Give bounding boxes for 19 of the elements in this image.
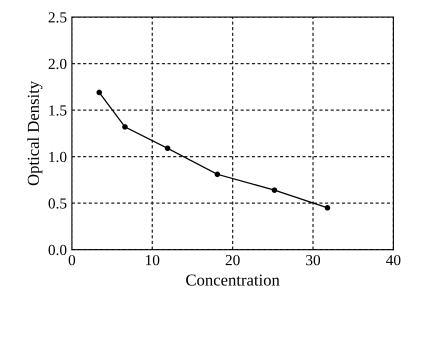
y-tick-label: 0.5 (48, 198, 66, 209)
point (214, 172, 220, 178)
point (272, 187, 278, 193)
point (122, 124, 128, 130)
point (164, 145, 170, 152)
y-tick-label: 0.0 (48, 244, 66, 256)
x-tick-label: 0 (68, 254, 76, 266)
x-tick-label: 20 (226, 254, 240, 266)
point (324, 205, 330, 211)
x-tick-label: 10 (146, 254, 160, 266)
y-tick-label: 1.5 (49, 105, 66, 116)
x-tick-label: 30 (306, 254, 320, 266)
y-tick-label: 2.5 (48, 12, 66, 23)
y-tick-label: 1.0 (49, 152, 66, 162)
y-tick-label: 2.0 (48, 58, 66, 70)
x-tick-label: 40 (386, 254, 400, 266)
point (96, 90, 102, 96)
y-axis-title: Optical Density (27, 80, 42, 186)
x-axis-title: Concentration (186, 274, 280, 286)
